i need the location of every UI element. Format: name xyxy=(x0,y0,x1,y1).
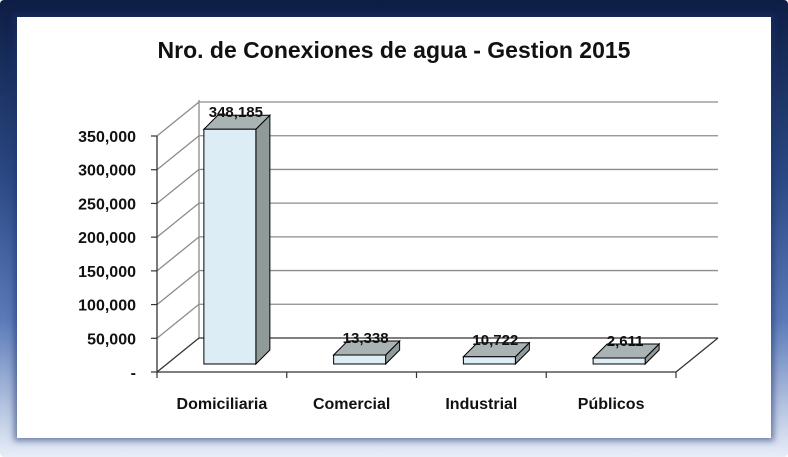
bar xyxy=(462,341,531,366)
y-tick-label: 200,000 xyxy=(78,230,136,247)
bar-front xyxy=(333,354,387,365)
bar-front xyxy=(203,128,257,365)
gridline-side xyxy=(156,236,200,272)
bar xyxy=(591,342,661,366)
gridline-side xyxy=(156,168,200,204)
gridline-side xyxy=(156,270,200,306)
bar-front xyxy=(462,356,516,365)
gridline-side xyxy=(156,303,200,339)
data-label: 2,611 xyxy=(607,333,644,350)
y-tick-label: 250,000 xyxy=(78,196,136,213)
y-tick-label: 350,000 xyxy=(78,129,136,146)
y-tick-label: - xyxy=(131,365,136,382)
chart-panel xyxy=(17,17,771,438)
chart-title: Nro. de Conexiones de agua - Gestion 201… xyxy=(158,37,631,63)
x-tick-label: Domiciliaria xyxy=(177,396,268,413)
y-tick-label: 300,000 xyxy=(78,163,136,180)
floor-left-edge xyxy=(156,337,200,373)
floor-right-edge xyxy=(675,337,719,373)
y-tick-label: 100,000 xyxy=(78,298,136,315)
x-tick-label: Comercial xyxy=(313,396,390,413)
y-tick-label: 50,000 xyxy=(87,331,136,348)
bar xyxy=(332,339,401,366)
data-label: 10,722 xyxy=(472,332,518,349)
data-label: 13,338 xyxy=(343,330,389,347)
bar xyxy=(202,114,272,366)
x-tick-label: Industrial xyxy=(445,396,517,413)
gridline-side xyxy=(156,101,200,137)
y-tick-label: 150,000 xyxy=(78,264,136,281)
data-label: 348,185 xyxy=(209,104,263,121)
bar-side xyxy=(255,114,271,366)
gridline-side xyxy=(156,135,200,171)
bar-front xyxy=(592,357,646,365)
x-tick-label: Públicos xyxy=(578,396,645,413)
gridline-side xyxy=(156,202,200,238)
